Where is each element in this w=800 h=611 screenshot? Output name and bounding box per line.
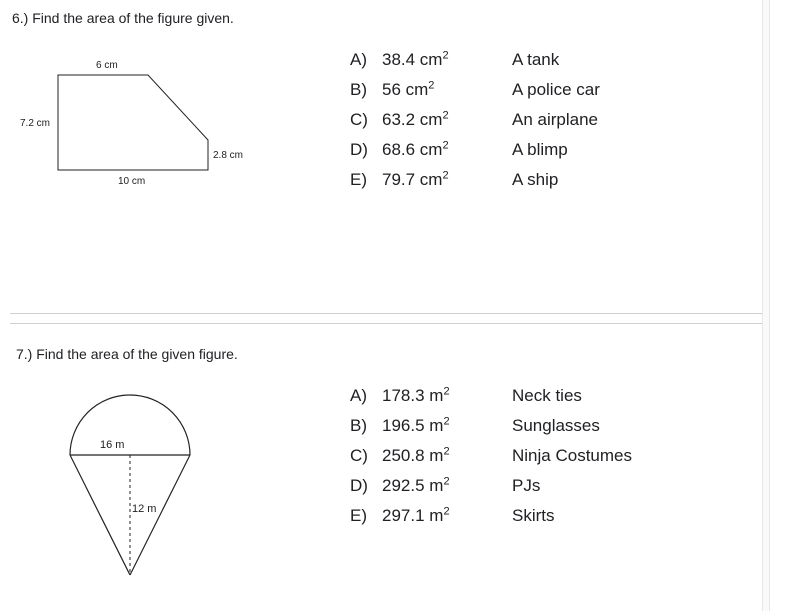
q7-choice-value: 178.3 m2 xyxy=(382,386,512,406)
divider-1 xyxy=(10,313,770,314)
q7-choice-letter: B) xyxy=(350,416,382,436)
q6-choice-letter: C) xyxy=(350,110,382,130)
page-right-gutter xyxy=(762,0,770,611)
q7-choice-value: 196.5 m2 xyxy=(382,416,512,436)
q7-choice-row: E)297.1 m2Skirts xyxy=(350,506,632,526)
q6-choice-letter: D) xyxy=(350,140,382,160)
q7-choice-sup: 2 xyxy=(443,415,449,427)
q6-choice-row: D)68.6 cm2A blimp xyxy=(350,140,600,160)
q6-label-top: 6 cm xyxy=(96,60,118,71)
q7-choice-value: 292.5 m2 xyxy=(382,476,512,496)
q6-choice-row: A)38.4 cm2A tank xyxy=(350,50,600,70)
q6-choice-value: 63.2 cm2 xyxy=(382,110,512,130)
q6-choices: A)38.4 cm2A tank B)56 cm2A police car C)63… xyxy=(350,50,600,200)
q6-figure: 6 cm 7.2 cm 2.8 cm 10 cm xyxy=(48,60,248,200)
q7-choice-letter: C) xyxy=(350,446,382,466)
q6-polygon xyxy=(58,75,208,170)
q7-choice-value: 297.1 m2 xyxy=(382,506,512,526)
worksheet-page: 6.) Find the area of the figure given. 6… xyxy=(0,0,780,611)
q7-choice-row: C)250.8 m2Ninja Costumes xyxy=(350,446,632,466)
q6-choice-letter: A) xyxy=(350,50,382,70)
q7-choice-row: D)292.5 m2PJs xyxy=(350,476,632,496)
q7-choice-tag: Neck ties xyxy=(512,386,582,406)
q7-choice-tag: PJs xyxy=(512,476,540,496)
q6-choice-sup: 2 xyxy=(442,169,448,181)
q7-triangle-right xyxy=(130,455,190,575)
q7-semicircle xyxy=(70,395,190,455)
q7-choice-tag: Skirts xyxy=(512,506,555,526)
q6-choice-letter: B) xyxy=(350,80,382,100)
q7-label-height: 12 m xyxy=(132,503,156,515)
divider-2 xyxy=(10,323,770,324)
q6-choice-tag: A tank xyxy=(512,50,559,70)
q7-choices: A)178.3 m2Neck ties B)196.5 m2Sunglasses C… xyxy=(350,386,632,536)
q7-choice-value: 250.8 m2 xyxy=(382,446,512,466)
q7-choice-row: B)196.5 m2Sunglasses xyxy=(350,416,632,436)
q7-label-diameter: 16 m xyxy=(100,439,124,451)
q7-shape-svg xyxy=(52,385,232,595)
q6-choice-row: E)79.7 cm2A ship xyxy=(350,170,600,190)
q6-choice-value: 68.6 cm2 xyxy=(382,140,512,160)
q7-choice-letter: A) xyxy=(350,386,382,406)
q6-choice-sup: 2 xyxy=(442,109,448,121)
q6-label-right: 2.8 cm xyxy=(213,150,243,161)
q6-choice-letter: E) xyxy=(350,170,382,190)
q7-choice-sup: 2 xyxy=(443,445,449,457)
q6-choice-tag: A ship xyxy=(512,170,558,190)
q7-choice-sup: 2 xyxy=(443,385,449,397)
q7-choice-tag: Sunglasses xyxy=(512,416,600,436)
q7-figure: 16 m 12 m xyxy=(52,385,232,595)
q6-choice-tag: An airplane xyxy=(512,110,598,130)
q6-label-left: 7.2 cm xyxy=(20,118,50,129)
q6-polygon-svg xyxy=(48,60,248,200)
q6-label-bottom: 10 cm xyxy=(118,176,145,187)
q7-choice-sup: 2 xyxy=(443,475,449,487)
q6-choice-sup: 2 xyxy=(442,139,448,151)
q6-choice-sup: 2 xyxy=(442,49,448,61)
q7-triangle-left xyxy=(70,455,130,575)
q6-title: 6.) Find the area of the figure given. xyxy=(12,10,234,26)
q6-choice-row: C)63.2 cm2An airplane xyxy=(350,110,600,130)
q7-choice-letter: E) xyxy=(350,506,382,526)
q7-choice-letter: D) xyxy=(350,476,382,496)
q6-choice-value: 79.7 cm2 xyxy=(382,170,512,190)
q6-choice-value: 38.4 cm2 xyxy=(382,50,512,70)
q7-title: 7.) Find the area of the given figure. xyxy=(16,346,238,362)
q7-choice-sup: 2 xyxy=(443,505,449,517)
q6-choice-tag: A blimp xyxy=(512,140,568,160)
q6-choice-value: 56 cm2 xyxy=(382,80,512,100)
q6-choice-sup: 2 xyxy=(428,79,434,91)
q6-choice-row: B)56 cm2A police car xyxy=(350,80,600,100)
q6-choice-tag: A police car xyxy=(512,80,600,100)
q7-choice-row: A)178.3 m2Neck ties xyxy=(350,386,632,406)
q7-choice-tag: Ninja Costumes xyxy=(512,446,632,466)
